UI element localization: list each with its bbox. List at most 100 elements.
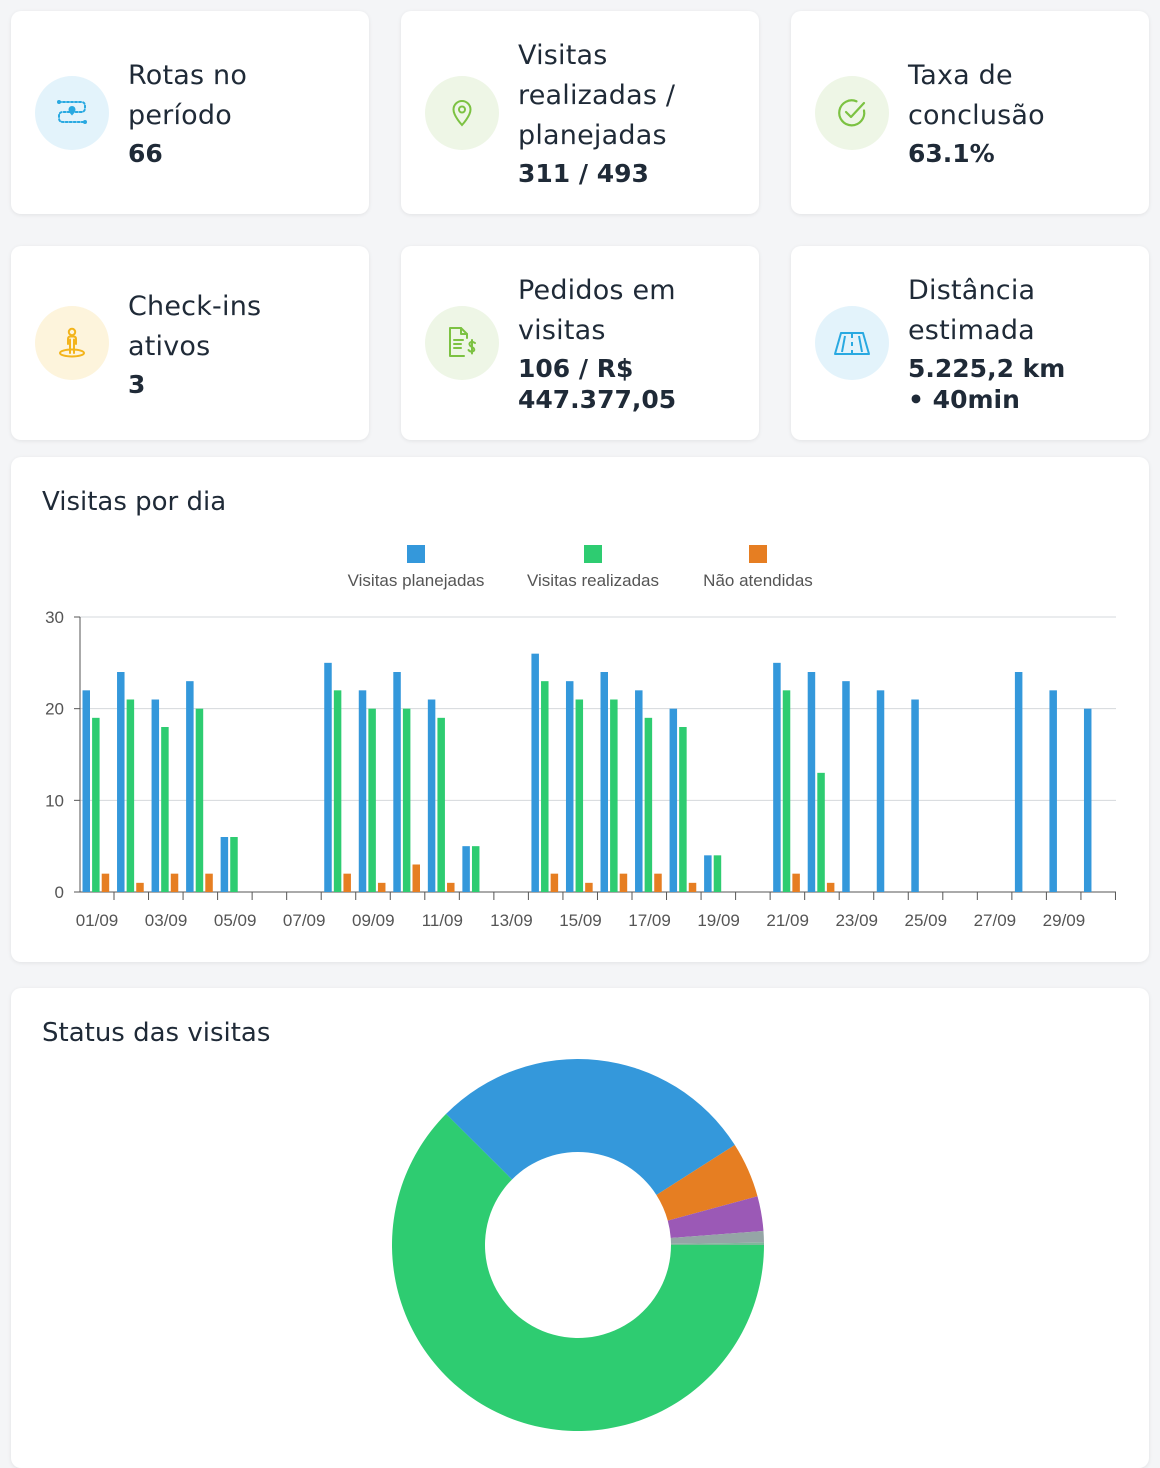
bar-planned	[1049, 690, 1057, 892]
bar-missed	[792, 873, 800, 892]
kpi-label: Check-ins ativos	[128, 290, 262, 362]
donut-slice	[670, 1242, 764, 1245]
bar-completed	[575, 699, 584, 892]
bar-chart: 0 10 20 30 01/09 03/09 05/09 07/09 09/09 11/09 13/…	[45, 545, 1116, 930]
legend-swatch	[407, 545, 425, 563]
map-road-icon	[834, 332, 870, 355]
donut-slice	[446, 1059, 735, 1195]
bar-completed	[230, 837, 238, 892]
bar-planned	[220, 837, 229, 892]
kpi-icon-bg	[815, 306, 889, 380]
bar-missed	[826, 882, 835, 892]
kpi-icon-bg	[35, 75, 109, 150]
check-circle-icon	[838, 98, 866, 126]
bar-planned	[1083, 708, 1092, 892]
x-tick-label: 13/09	[490, 911, 533, 930]
bar-missed	[377, 882, 386, 892]
bar-planned	[807, 672, 816, 892]
kpi-icon-bg	[35, 306, 109, 380]
bar-completed	[782, 690, 791, 892]
donut-slice	[667, 1196, 764, 1238]
bar-planned	[117, 672, 125, 892]
legend-label: Visitas realizadas	[527, 571, 659, 590]
bar-completed	[541, 681, 549, 892]
x-tick-label: 05/09	[214, 911, 257, 930]
bar-completed	[92, 717, 100, 892]
kpi-label: Rotas no período	[128, 60, 248, 131]
bar-planned	[427, 699, 436, 892]
y-tick-label: 30	[45, 608, 64, 627]
bar-missed	[688, 882, 697, 892]
bar-planned	[186, 681, 194, 892]
bar-missed	[136, 882, 144, 892]
donut-chart-title: Status das visitas	[42, 1018, 271, 1048]
bar-completed	[817, 772, 825, 892]
route-icon	[57, 99, 87, 124]
bar-planned	[324, 662, 332, 892]
donut-chart	[391, 1059, 764, 1431]
x-tick-label: 19/09	[697, 911, 740, 930]
bar-missed	[412, 864, 420, 892]
legend-swatch	[749, 545, 767, 563]
bar-missed	[343, 873, 351, 892]
x-tick-label: 09/09	[352, 911, 395, 930]
x-tick-label: 27/09	[974, 911, 1017, 930]
legend-label: Visitas planejadas	[348, 571, 485, 590]
bar-completed	[333, 690, 342, 892]
bar-missed	[585, 882, 593, 892]
bar-missed	[550, 873, 559, 892]
bar-planned	[773, 662, 781, 892]
bar-completed	[610, 699, 618, 892]
x-tick-label: 17/09	[628, 911, 671, 930]
invoice-dollar-icon	[449, 327, 476, 357]
kpi-value: 106 / R$ 447.377,05	[518, 354, 677, 414]
bar-planned	[151, 699, 160, 892]
bar-missed	[447, 882, 455, 892]
bar-chart-title: Visitas por dia	[42, 487, 227, 517]
bar-planned	[669, 708, 678, 892]
map-pin-icon	[452, 99, 472, 126]
kpi-label: Distância estimada	[908, 275, 1036, 346]
kpi-card-distance: Distância estimada 5.225,2 km • 40min	[791, 246, 1149, 440]
donut-chart-card: Status das visitas	[11, 988, 1149, 1468]
kpi-value: 63.1%	[908, 139, 995, 168]
x-tick-label: 11/09	[422, 911, 463, 930]
kpi-label: Visitas realizadas / planejadas	[518, 40, 676, 151]
x-tick-label: 25/09	[905, 911, 948, 930]
bar-completed	[195, 708, 204, 892]
kpi-icon-bg	[425, 306, 499, 380]
y-tick-label: 0	[55, 883, 64, 902]
bar-missed	[205, 873, 213, 892]
bar-completed	[368, 708, 376, 892]
bar-planned	[393, 672, 401, 892]
bar-planned	[1014, 672, 1023, 892]
y-tick-label: 10	[45, 791, 64, 810]
bar-planned	[358, 690, 367, 892]
kpi-value: 66	[128, 139, 163, 168]
bar-planned	[565, 681, 574, 892]
bar-missed	[101, 873, 110, 892]
bar-completed	[713, 855, 722, 892]
x-tick-label: 07/09	[283, 911, 326, 930]
bar-planned	[635, 690, 643, 892]
bar-chart-card: Visitas por dia 0 10 20 30 01/09 03/09 05/09 07…	[11, 457, 1149, 962]
bar-completed	[161, 727, 169, 892]
bar-planned	[531, 653, 539, 892]
bar-completed	[402, 708, 411, 892]
kpi-card-completion: Taxa de conclusão 63.1%	[791, 11, 1149, 214]
donut-slice	[391, 1113, 764, 1431]
bar-completed	[126, 699, 135, 892]
location-person-icon	[59, 327, 85, 358]
kpi-card-orders: Pedidos em visitas 106 / R$ 447.377,05	[401, 246, 759, 440]
kpi-value: 311 / 493	[518, 159, 649, 188]
kpi-card-visits: Visitas realizadas / planejadas 311 / 49…	[401, 11, 759, 214]
x-tick-label: 29/09	[1043, 911, 1086, 930]
kpi-label: Taxa de conclusão	[908, 60, 1045, 131]
bar-completed	[679, 727, 687, 892]
legend-swatch	[584, 545, 602, 563]
bar-planned	[82, 690, 90, 892]
bar-planned	[600, 672, 608, 892]
bar-planned	[911, 699, 919, 892]
kpi-value: 3	[128, 369, 146, 399]
bar-missed	[654, 873, 662, 892]
